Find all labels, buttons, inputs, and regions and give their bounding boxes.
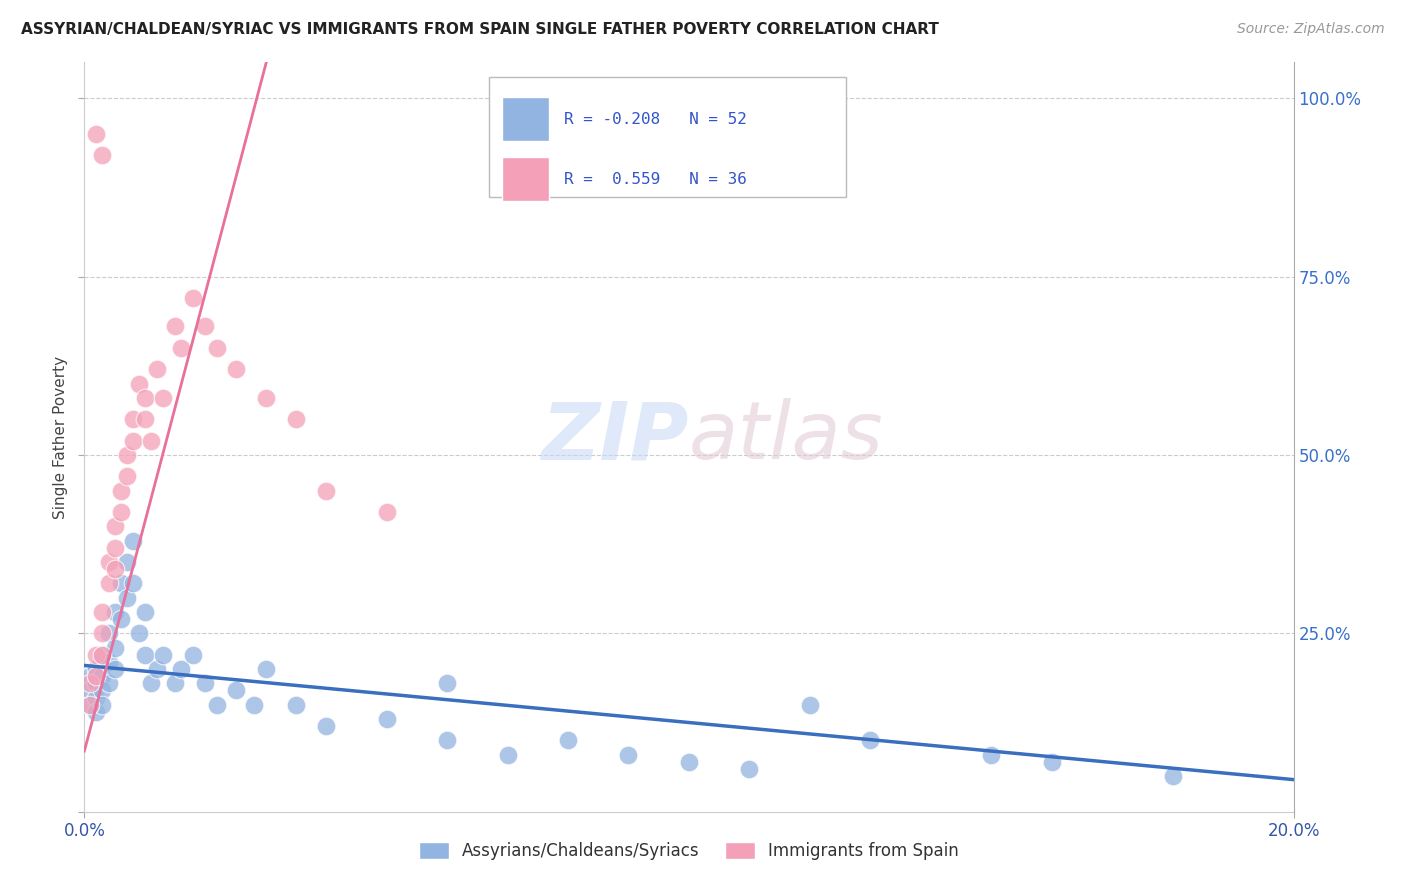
- Point: [170, 662, 193, 676]
- Point: [128, 376, 150, 391]
- Point: [375, 712, 398, 726]
- Y-axis label: Single Father Poverty: Single Father Poverty: [53, 356, 69, 518]
- Point: [134, 605, 156, 619]
- Point: [110, 612, 132, 626]
- Point: [139, 676, 162, 690]
- FancyBboxPatch shape: [489, 78, 846, 197]
- Point: [134, 648, 156, 662]
- Point: [86, 662, 108, 676]
- Point: [121, 533, 143, 548]
- Point: [91, 626, 114, 640]
- Point: [285, 698, 308, 712]
- Point: [115, 448, 138, 462]
- Point: [134, 391, 156, 405]
- Point: [97, 576, 120, 591]
- Point: [86, 127, 108, 141]
- Point: [91, 605, 114, 619]
- Point: [97, 676, 120, 690]
- Point: [104, 541, 127, 555]
- Point: [115, 469, 138, 483]
- Point: [152, 648, 174, 662]
- FancyBboxPatch shape: [502, 97, 548, 142]
- Point: [207, 698, 229, 712]
- Text: R = -0.208   N = 52: R = -0.208 N = 52: [564, 112, 747, 127]
- Point: [152, 391, 174, 405]
- Point: [134, 412, 156, 426]
- Point: [617, 747, 640, 762]
- Point: [86, 676, 108, 690]
- Point: [104, 605, 127, 619]
- Point: [738, 762, 761, 776]
- Point: [104, 562, 127, 576]
- Point: [115, 555, 138, 569]
- Point: [104, 662, 127, 676]
- Point: [79, 669, 101, 683]
- Point: [315, 483, 337, 498]
- Point: [436, 676, 458, 690]
- Point: [1161, 769, 1184, 783]
- Text: ASSYRIAN/CHALDEAN/SYRIAC VS IMMIGRANTS FROM SPAIN SINGLE FATHER POVERTY CORRELAT: ASSYRIAN/CHALDEAN/SYRIAC VS IMMIGRANTS F…: [21, 22, 939, 37]
- Point: [678, 755, 700, 769]
- Point: [1040, 755, 1063, 769]
- Point: [97, 655, 120, 669]
- Point: [225, 362, 247, 376]
- Point: [97, 555, 120, 569]
- Text: ZIP: ZIP: [541, 398, 689, 476]
- Point: [79, 698, 101, 712]
- Point: [980, 747, 1002, 762]
- Point: [79, 676, 101, 690]
- Point: [146, 362, 169, 376]
- Point: [110, 483, 132, 498]
- Point: [165, 676, 187, 690]
- Point: [110, 505, 132, 519]
- Point: [86, 690, 108, 705]
- Point: [194, 319, 217, 334]
- Point: [79, 683, 101, 698]
- Point: [859, 733, 882, 747]
- Point: [194, 676, 217, 690]
- Point: [91, 698, 114, 712]
- Point: [181, 291, 204, 305]
- Point: [86, 705, 108, 719]
- Point: [146, 662, 169, 676]
- Point: [121, 412, 143, 426]
- Point: [91, 648, 114, 662]
- Point: [86, 648, 108, 662]
- Point: [86, 669, 108, 683]
- Point: [165, 319, 187, 334]
- Point: [139, 434, 162, 448]
- Point: [799, 698, 821, 712]
- Point: [121, 576, 143, 591]
- Text: atlas: atlas: [689, 398, 884, 476]
- Point: [254, 662, 277, 676]
- Point: [91, 683, 114, 698]
- Point: [110, 576, 132, 591]
- Point: [436, 733, 458, 747]
- Point: [79, 698, 101, 712]
- Point: [121, 434, 143, 448]
- Point: [207, 341, 229, 355]
- Point: [104, 519, 127, 533]
- Point: [91, 669, 114, 683]
- Point: [170, 341, 193, 355]
- FancyBboxPatch shape: [502, 157, 548, 202]
- Point: [557, 733, 579, 747]
- Point: [181, 648, 204, 662]
- Point: [242, 698, 264, 712]
- Point: [115, 591, 138, 605]
- Point: [91, 648, 114, 662]
- Point: [254, 391, 277, 405]
- Legend: Assyrians/Chaldeans/Syriacs, Immigrants from Spain: Assyrians/Chaldeans/Syriacs, Immigrants …: [412, 836, 966, 867]
- Point: [104, 640, 127, 655]
- Point: [375, 505, 398, 519]
- Point: [225, 683, 247, 698]
- Point: [91, 148, 114, 162]
- Point: [496, 747, 519, 762]
- Point: [97, 626, 120, 640]
- Point: [285, 412, 308, 426]
- Point: [128, 626, 150, 640]
- Point: [315, 719, 337, 733]
- Text: Source: ZipAtlas.com: Source: ZipAtlas.com: [1237, 22, 1385, 37]
- Text: R =  0.559   N = 36: R = 0.559 N = 36: [564, 172, 747, 186]
